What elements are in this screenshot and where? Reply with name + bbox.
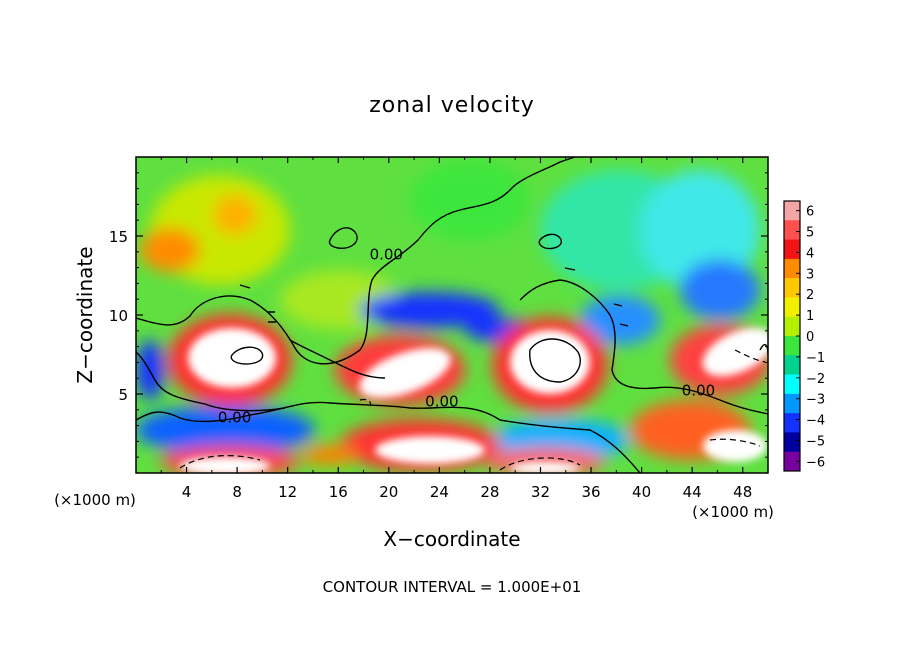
- x-tick-label: 24: [430, 483, 449, 501]
- x-tick-label: 40: [632, 483, 651, 501]
- colorbar-tick-label: 2: [806, 288, 814, 303]
- chart-title: zonal velocity: [369, 93, 535, 118]
- colorbar-swatch: [784, 355, 800, 376]
- y-tick-label: 15: [109, 228, 128, 246]
- x-tick-label: 8: [232, 483, 242, 501]
- x-tick-label: 28: [480, 483, 499, 501]
- x-axis: 4 8 12 16 20 24 28 32 36 40 44 48: [160, 157, 752, 501]
- colorbar-tick-label: 0: [806, 330, 814, 345]
- x-tick-label: 36: [581, 483, 600, 501]
- colorbar-swatch: [784, 413, 800, 433]
- colorbar-tick-label: −2: [806, 372, 825, 387]
- y-tick-label: 5: [118, 386, 128, 404]
- colorbar-tick-label: −1: [806, 351, 825, 366]
- y-axis-label: Z−coordinate: [73, 246, 97, 383]
- colorbar-tick-label: −6: [806, 455, 825, 470]
- x-tick-label: 20: [379, 483, 398, 501]
- colorbar-tick-label: 5: [806, 226, 814, 241]
- colorbar-swatch: [784, 432, 800, 453]
- contour-label: 0.00: [218, 408, 251, 426]
- colorbar-swatch: [784, 278, 800, 298]
- x-tick-label: 4: [182, 483, 192, 501]
- colorbar-tick-label: 3: [806, 267, 814, 282]
- y-unit-label: (×1000 m): [54, 491, 136, 509]
- colorbar-swatch: [784, 336, 800, 356]
- colorbar-swatch: [784, 220, 800, 241]
- x-tick-label: 16: [329, 483, 348, 501]
- colorbar-swatch: [784, 297, 800, 318]
- colorbar-tick-label: 6: [806, 205, 814, 220]
- colorbar-swatch: [784, 239, 800, 260]
- colorbar-tick-label: 4: [806, 246, 814, 261]
- x-tick-label: 48: [733, 483, 752, 501]
- colorbar-swatch: [784, 258, 800, 279]
- contour-label: 0.00: [682, 382, 715, 400]
- colorbar-swatch: [784, 201, 800, 221]
- contour-label: 0.00: [370, 246, 403, 264]
- colorbar-swatch: [784, 374, 800, 395]
- y-tick-label: 10: [109, 307, 128, 325]
- colorbar-tick-label: 1: [806, 309, 814, 324]
- contour-interval-note: CONTOUR INTERVAL = 1.000E+01: [323, 578, 582, 596]
- x-axis-label: X−coordinate: [383, 527, 520, 551]
- x-tick-label: 32: [531, 483, 550, 501]
- x-unit-label: (×1000 m): [692, 503, 774, 521]
- colorbar: 6 5 4 3 2 1 0 −1 −2 −3 −4 −5 −6: [783, 200, 825, 472]
- contour-label: 0.00: [425, 393, 458, 411]
- colorbar-swatch: [784, 393, 800, 414]
- y-axis: 5 10 15: [109, 172, 768, 458]
- x-tick-label: 44: [683, 483, 702, 501]
- contour-labels: 0.00 0.00 0.00 0.00: [218, 246, 715, 427]
- x-tick-label: 12: [278, 483, 297, 501]
- colorbar-swatch: [784, 316, 800, 337]
- colorbar-swatch: [784, 451, 800, 472]
- colorbar-tick-label: −3: [806, 393, 825, 408]
- colorbar-tick-label: −4: [806, 414, 825, 429]
- colorbar-tick-label: −5: [806, 434, 825, 449]
- velocity-field: [136, 157, 768, 473]
